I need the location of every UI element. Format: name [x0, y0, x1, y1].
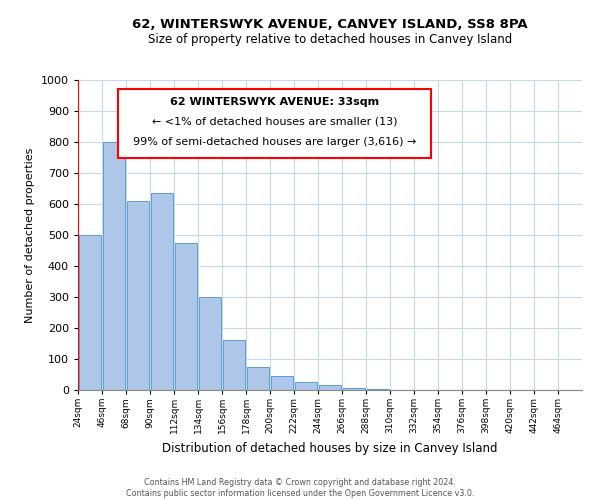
Text: 62 WINTERSWYK AVENUE: 33sqm: 62 WINTERSWYK AVENUE: 33sqm — [170, 97, 379, 107]
Bar — [247, 367, 269, 390]
Text: 99% of semi-detached houses are larger (3,616) →: 99% of semi-detached houses are larger (… — [133, 138, 416, 147]
Bar — [103, 142, 125, 390]
Bar — [319, 386, 341, 390]
Bar — [127, 201, 149, 390]
FancyBboxPatch shape — [118, 90, 431, 158]
Text: ← <1% of detached houses are smaller (13): ← <1% of detached houses are smaller (13… — [152, 116, 397, 126]
Bar — [295, 382, 317, 390]
X-axis label: Distribution of detached houses by size in Canvey Island: Distribution of detached houses by size … — [162, 442, 498, 454]
Bar — [79, 235, 101, 390]
Text: 62, WINTERSWYK AVENUE, CANVEY ISLAND, SS8 8PA: 62, WINTERSWYK AVENUE, CANVEY ISLAND, SS… — [132, 18, 528, 30]
Y-axis label: Number of detached properties: Number of detached properties — [25, 148, 35, 322]
Bar — [271, 376, 293, 390]
Bar — [343, 388, 365, 390]
Text: Size of property relative to detached houses in Canvey Island: Size of property relative to detached ho… — [148, 32, 512, 46]
Bar — [175, 243, 197, 390]
Bar — [151, 193, 173, 390]
Bar — [223, 340, 245, 390]
Text: Contains HM Land Registry data © Crown copyright and database right 2024.
Contai: Contains HM Land Registry data © Crown c… — [126, 478, 474, 498]
Bar — [199, 297, 221, 390]
